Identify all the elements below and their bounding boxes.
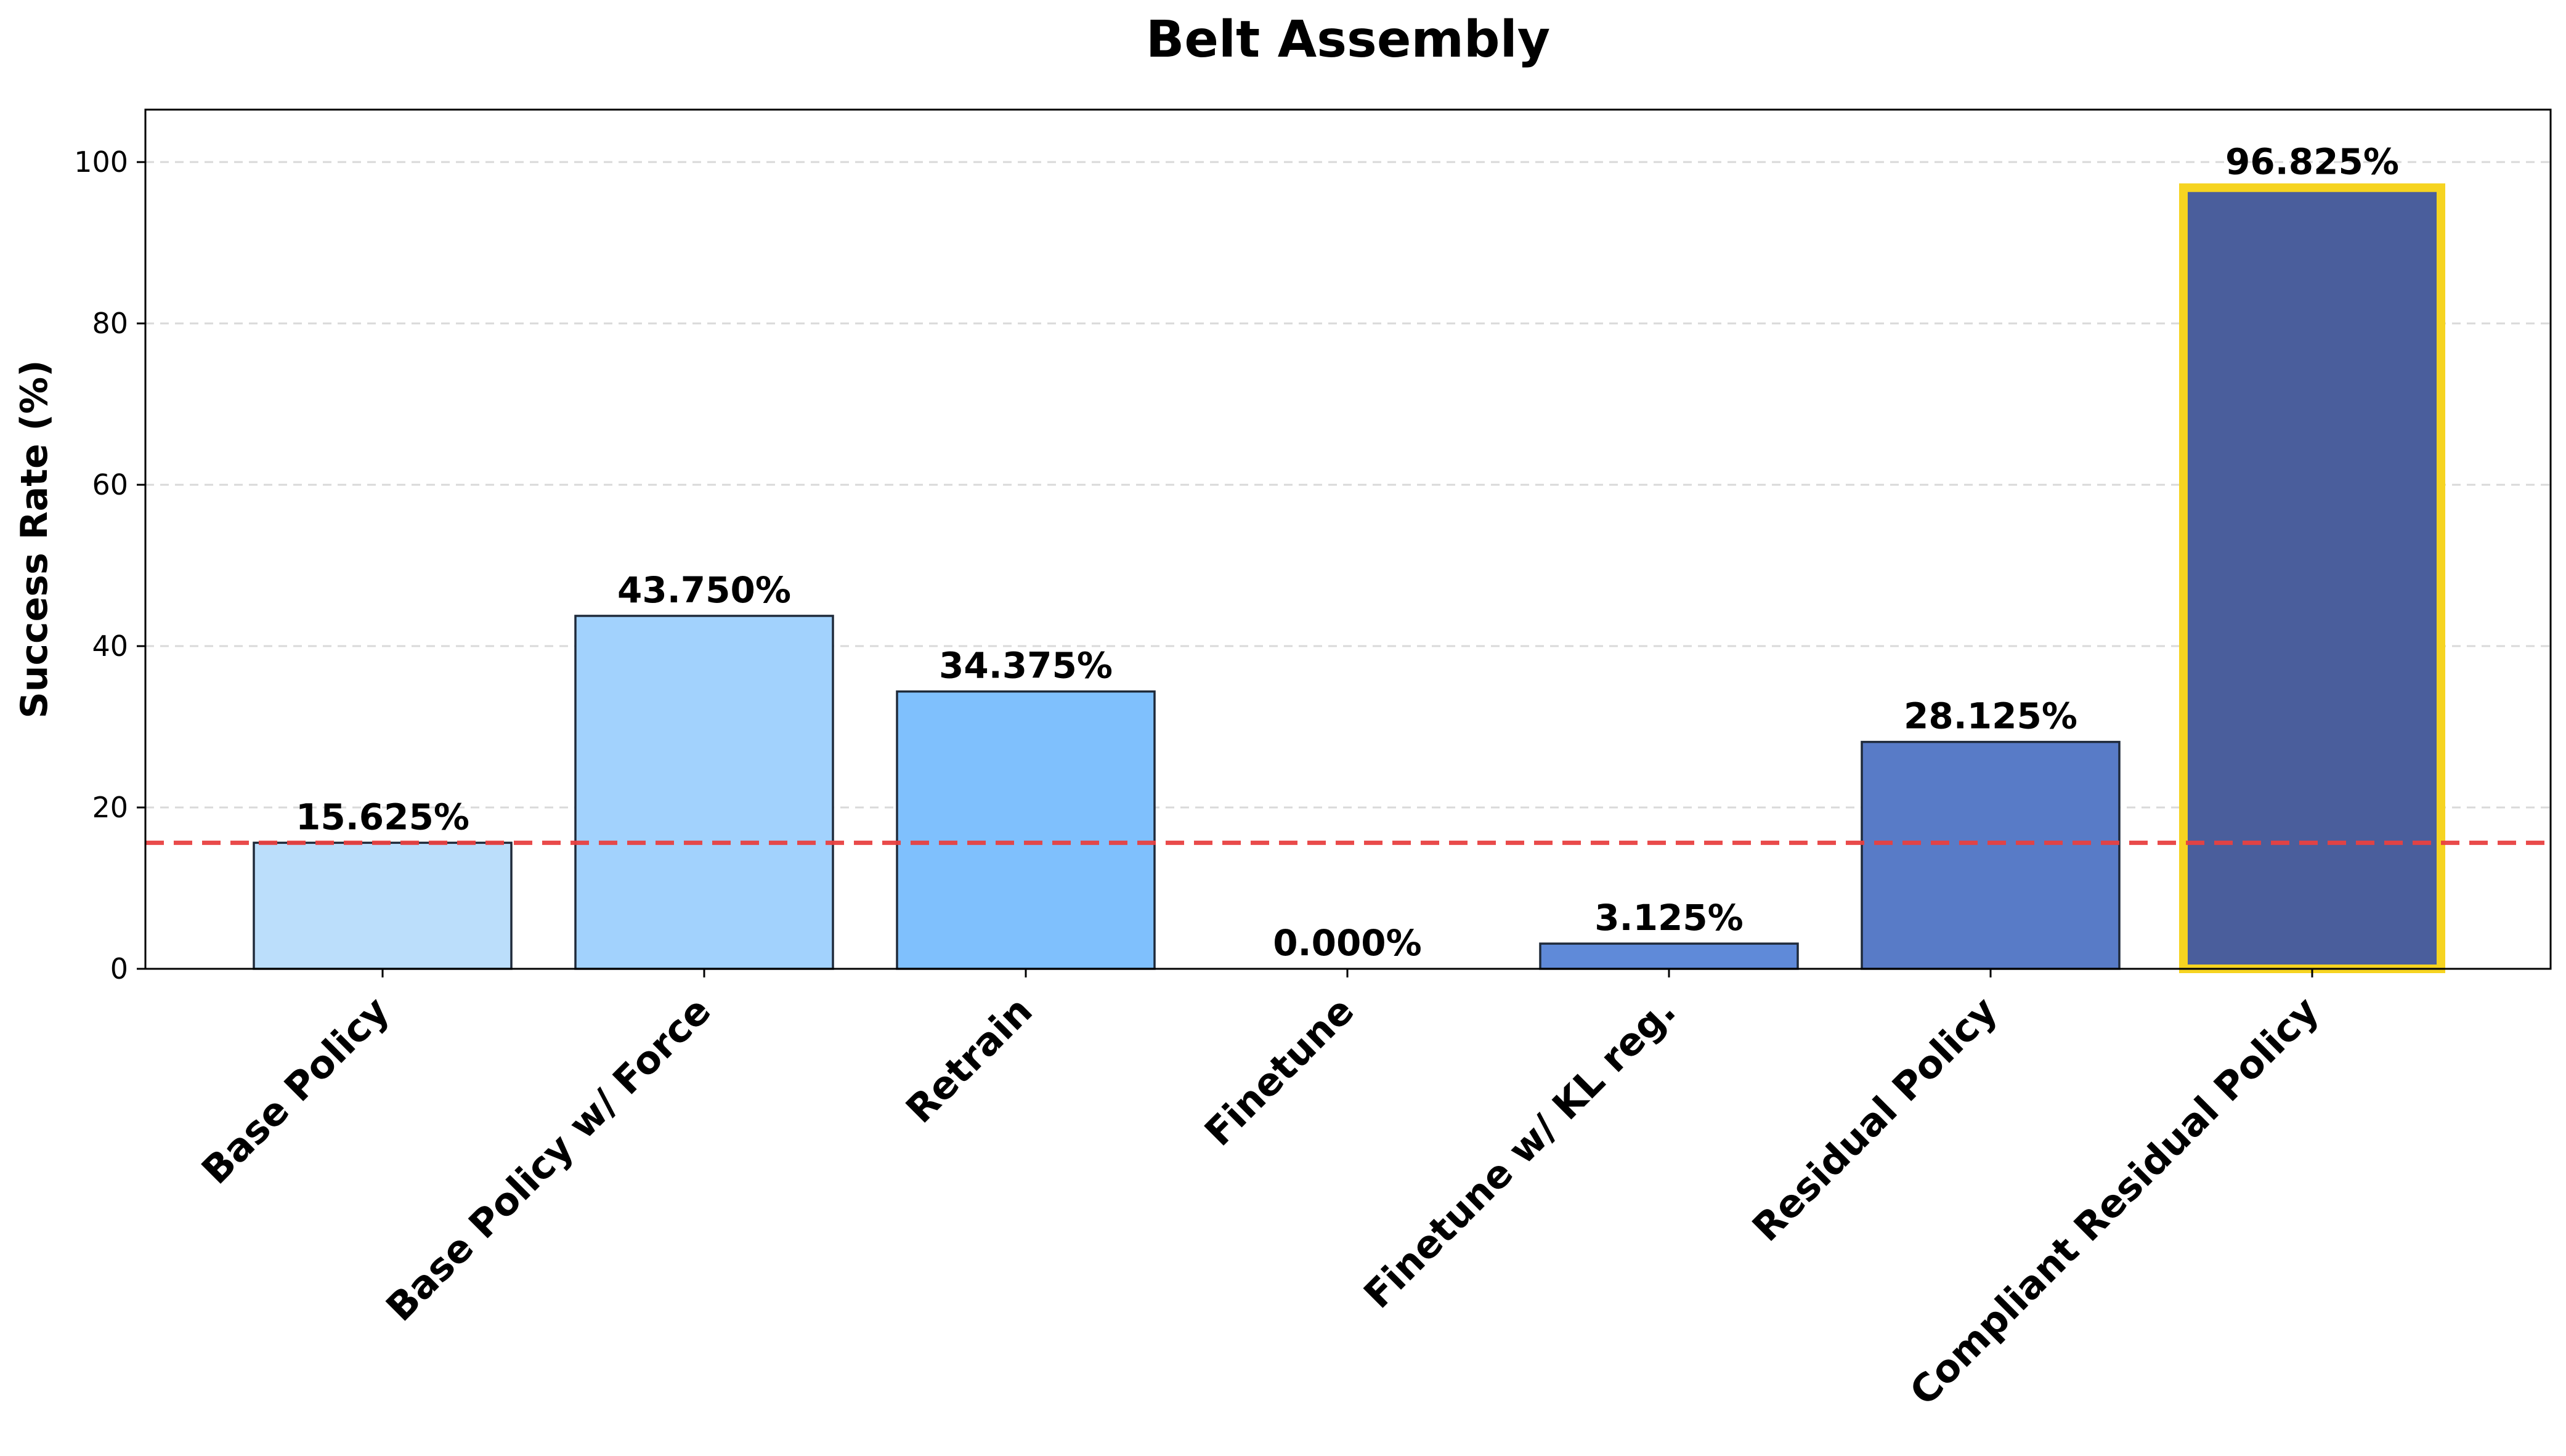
bar bbox=[896, 690, 1156, 970]
bar bbox=[1861, 740, 2121, 970]
x-tick-label: Residual Policy bbox=[1744, 988, 2006, 1250]
y-tick-label: 40 bbox=[92, 629, 128, 663]
chart-title: Belt Assembly bbox=[1146, 10, 1550, 69]
x-tick-label: Retrain bbox=[897, 988, 1041, 1132]
x-tick-label: Finetune w/ KL reg. bbox=[1355, 988, 1684, 1317]
x-tick-label: Finetune bbox=[1196, 988, 1363, 1155]
bar-highlight bbox=[2179, 183, 2445, 973]
grid-layer bbox=[145, 161, 2551, 809]
bar-value-label: 43.750% bbox=[617, 569, 791, 611]
bar-value-label: 3.125% bbox=[1594, 897, 1744, 939]
y-tick-label: 60 bbox=[92, 468, 128, 501]
bar-value-label: 15.625% bbox=[296, 796, 469, 838]
bar bbox=[253, 841, 513, 970]
x-tick-label: Base Policy bbox=[193, 988, 398, 1193]
bar-value-label: 34.375% bbox=[939, 645, 1113, 687]
bar-value-label: 28.125% bbox=[1904, 695, 2077, 737]
y-tick-label: 80 bbox=[92, 307, 128, 340]
bar bbox=[574, 615, 834, 970]
x-tick-label: Base Policy w/ Force bbox=[377, 988, 719, 1330]
bars-layer bbox=[253, 183, 2445, 973]
bar-value-label: 0.000% bbox=[1273, 922, 1422, 964]
y-tick-label: 20 bbox=[92, 791, 128, 824]
y-axis-label: Success Rate (%) bbox=[13, 360, 56, 719]
y-tick-label: 0 bbox=[110, 952, 128, 985]
bar-value-label: 96.825% bbox=[2225, 141, 2399, 183]
y-axis-ticks: 0 20 40 60 80 100 bbox=[74, 145, 145, 985]
y-tick-label: 100 bbox=[74, 145, 128, 179]
bar bbox=[1539, 942, 1799, 970]
value-labels: 15.625% 43.750% 34.375% 0.000% 3.125% 28.125%… bbox=[296, 141, 2399, 964]
